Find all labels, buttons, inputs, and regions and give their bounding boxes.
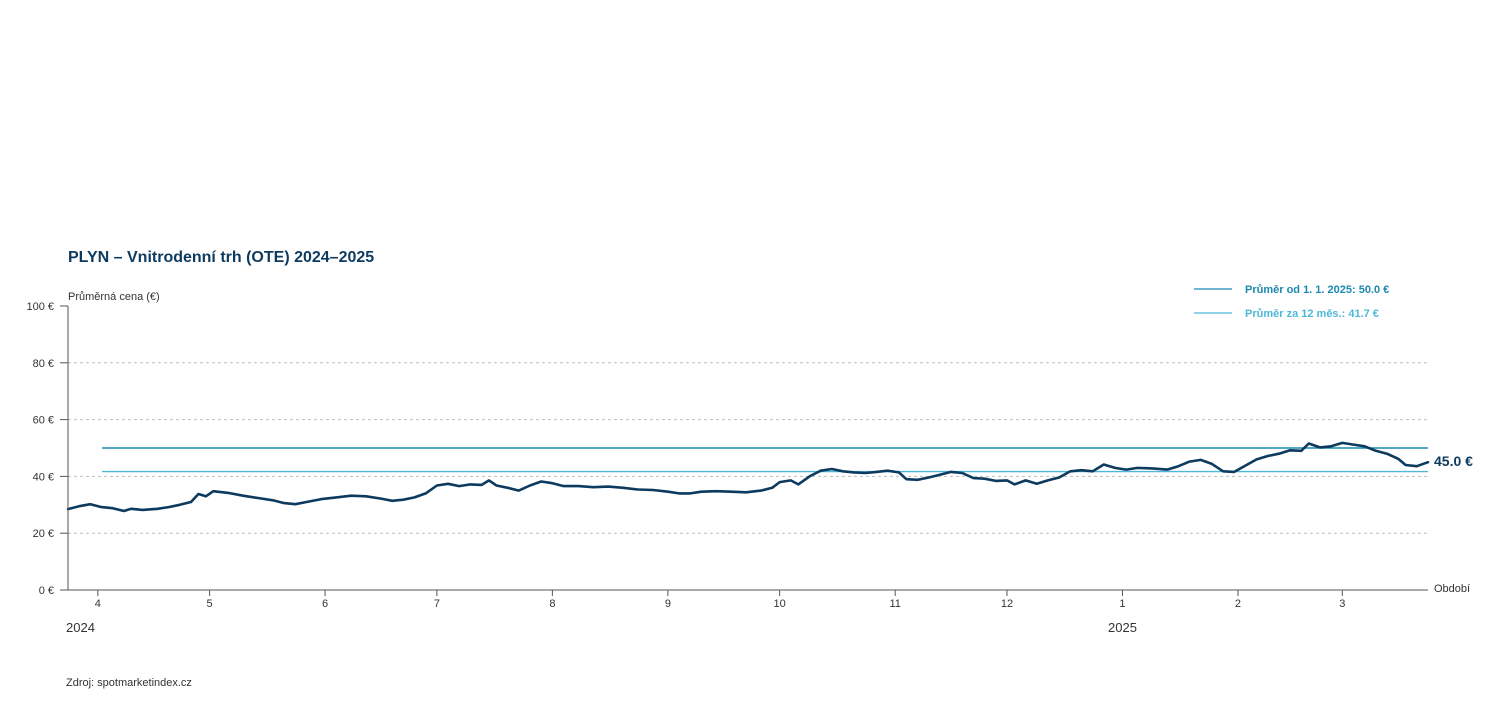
chart-title: PLYN – Vnitrodenní trh (OTE) 2024–2025 — [68, 249, 374, 266]
legend: Průměr od 1. 1. 2025: 50.0 € Průměr za 12… — [1194, 284, 1389, 320]
y-tick-label: 80 € — [33, 358, 54, 370]
reference-lines — [102, 447, 1428, 473]
y-tick-label: 20 € — [33, 528, 54, 540]
series-line — [66, 441, 1430, 513]
x-tick-label: 10 — [774, 598, 786, 610]
x-tick-label: 5 — [207, 598, 213, 610]
year-label: 2025 — [1108, 620, 1137, 635]
x-tick-label: 2 — [1235, 598, 1241, 610]
year-labels: 2024 2025 — [66, 620, 1137, 635]
x-tick-label: 8 — [549, 598, 555, 610]
x-tick-label: 1 — [1119, 598, 1125, 610]
y-tick-label: 40 € — [33, 471, 54, 483]
x-tick-label: 6 — [322, 598, 328, 610]
series-group — [66, 441, 1430, 513]
y-tick-label: 100 € — [26, 301, 54, 313]
x-tick-label: 12 — [1001, 598, 1013, 610]
x-axis-label: Období — [1434, 583, 1470, 595]
x-tick-label: 7 — [434, 598, 440, 610]
y-ticks: 0 € 20 € 40 € 60 € 80 € 100 € — [26, 301, 68, 597]
legend-label: Průměr za 12 měs.: 41.7 € — [1245, 308, 1379, 320]
y-tick-label: 60 € — [33, 415, 54, 427]
legend-label: Průměr od 1. 1. 2025: 50.0 € — [1245, 284, 1389, 296]
end-value-label: 45.0 € — [1434, 453, 1473, 469]
x-tick-label: 9 — [665, 598, 671, 610]
x-tick-label: 11 — [889, 598, 900, 610]
y-axis-label: Průměrná cena (€) — [68, 291, 160, 303]
grid-lines — [68, 362, 1428, 534]
y-tick-label: 0 € — [39, 585, 54, 597]
year-label: 2024 — [66, 620, 95, 635]
source-note: Zdroj: spotmarketindex.cz — [66, 677, 192, 689]
x-tick-label: 4 — [95, 598, 101, 610]
x-tick-label: 3 — [1339, 598, 1345, 610]
x-ticks: 4 5 6 7 8 9 10 11 12 1 2 3 — [95, 590, 1345, 610]
